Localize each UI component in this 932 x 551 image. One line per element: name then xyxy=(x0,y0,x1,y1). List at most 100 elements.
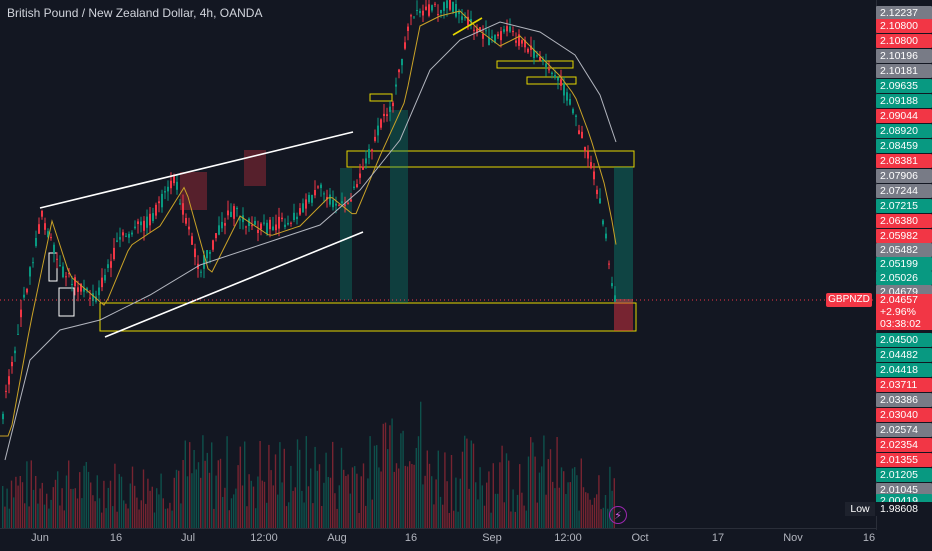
candle-body xyxy=(68,273,70,275)
time-label: 16 xyxy=(109,532,123,544)
volume-bar xyxy=(323,482,325,528)
candle-body xyxy=(17,333,19,335)
volume-bar xyxy=(52,487,54,528)
candle-body xyxy=(521,40,523,44)
candle-body xyxy=(329,194,331,205)
volume-bar xyxy=(589,499,591,528)
volume-bar xyxy=(290,465,292,528)
candle-body xyxy=(548,69,550,71)
candle-body xyxy=(131,232,133,235)
candle-body xyxy=(593,171,595,180)
change-percent: +2.96% xyxy=(880,306,916,318)
candle-body xyxy=(101,277,103,288)
candle-body xyxy=(458,10,460,14)
volume-bar xyxy=(233,494,235,528)
candle-body xyxy=(260,223,262,230)
candle-body xyxy=(242,215,244,223)
candle-body xyxy=(467,16,469,26)
candle-body xyxy=(11,362,13,367)
candle-body xyxy=(605,233,607,239)
candle-body xyxy=(470,19,472,23)
price-chart[interactable] xyxy=(0,0,876,528)
volume-bar xyxy=(356,473,358,528)
short-position xyxy=(180,172,207,210)
candle-body xyxy=(98,287,100,296)
volume-bar xyxy=(532,442,534,528)
flash-icon[interactable]: ⚡ xyxy=(609,506,627,524)
volume-bar xyxy=(237,465,239,528)
volume-bar xyxy=(453,510,455,528)
price-label: 2.05482 xyxy=(876,243,932,257)
candle-body xyxy=(203,255,205,269)
volume-bar xyxy=(384,422,387,528)
volume-bar xyxy=(129,483,131,528)
candle-body xyxy=(191,236,193,245)
candle-body xyxy=(416,10,418,11)
candle-body xyxy=(209,251,211,254)
volume-bar xyxy=(114,463,116,528)
candle-body xyxy=(227,210,229,216)
volume-bar xyxy=(336,508,338,528)
candle-body xyxy=(239,219,241,221)
volume-bar xyxy=(299,449,301,528)
volume-bar xyxy=(184,440,186,528)
candle-body xyxy=(245,226,247,228)
candle-body xyxy=(155,204,157,216)
volume-bar xyxy=(349,493,351,528)
volume-bar xyxy=(468,488,470,528)
price-label: 2.04418 xyxy=(876,363,932,377)
candle-body xyxy=(272,226,274,230)
volume-bar xyxy=(8,508,10,528)
current-price-box: 2.04657 +2.96% 03:38:02 xyxy=(876,294,932,330)
candle-body xyxy=(494,34,496,43)
candle-body xyxy=(473,29,475,31)
candle-body xyxy=(296,216,298,220)
price-label: 2.09188 xyxy=(876,94,932,108)
candle-body xyxy=(38,224,40,234)
volume-bar xyxy=(574,467,576,528)
price-label: 2.02354 xyxy=(876,438,932,452)
volume-bar xyxy=(48,508,50,528)
volume-bar xyxy=(503,502,505,528)
volume-bar xyxy=(182,460,184,528)
volume-bar xyxy=(369,436,371,528)
candle-body xyxy=(437,14,439,16)
volume-bar xyxy=(607,508,609,528)
candle-body xyxy=(164,191,166,193)
volume-bar xyxy=(98,498,101,528)
candle-body xyxy=(80,283,82,292)
volume-bar xyxy=(483,505,486,528)
volume-bar xyxy=(593,497,596,528)
candle-body xyxy=(110,261,112,268)
candle-body xyxy=(479,27,481,32)
volume-bar xyxy=(314,446,316,528)
candle-body xyxy=(551,72,553,75)
volume-bar xyxy=(294,487,296,528)
volume-bar xyxy=(600,509,602,528)
candle-body xyxy=(395,84,397,87)
time-axis[interactable] xyxy=(0,528,876,551)
price-label: 2.10196 xyxy=(876,49,932,63)
candle-body xyxy=(512,30,514,33)
volume-bar xyxy=(609,466,611,528)
candle-body xyxy=(419,10,421,14)
volume-bar xyxy=(486,482,488,528)
candle-body xyxy=(221,221,223,229)
candle-body xyxy=(233,206,235,219)
candle-body xyxy=(506,26,508,32)
volume-bar xyxy=(417,436,420,528)
volume-bar xyxy=(316,470,318,528)
candlesticks xyxy=(2,0,616,425)
volume-bar xyxy=(338,485,340,528)
volume-bar xyxy=(391,418,393,528)
candle-body xyxy=(20,309,22,318)
volume-bar xyxy=(118,474,120,528)
volume-bar xyxy=(13,497,15,528)
volume-bar xyxy=(63,510,65,528)
trendlines xyxy=(0,17,876,338)
candle-body xyxy=(557,77,559,81)
price-label: 2.07215 xyxy=(876,199,932,213)
candle-body xyxy=(44,223,46,230)
volume-bar xyxy=(120,476,123,528)
candle-body xyxy=(410,15,412,17)
